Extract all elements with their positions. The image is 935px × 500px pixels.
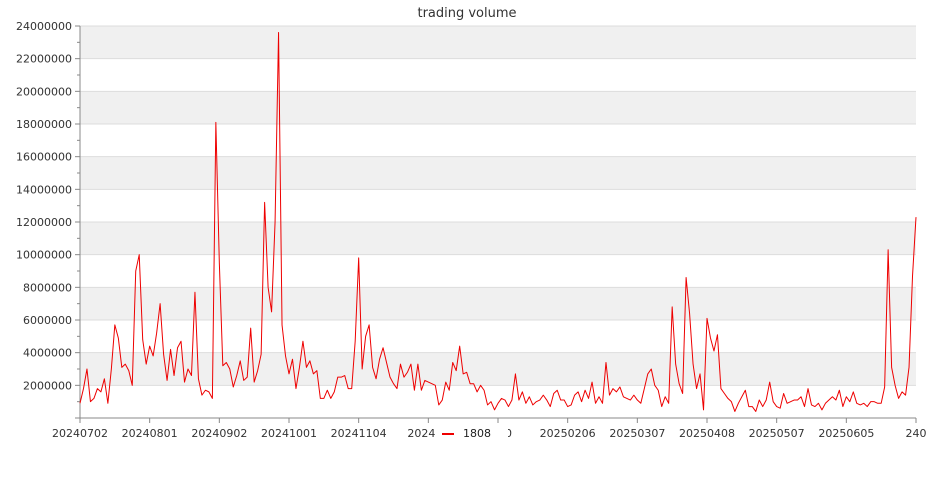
y-axis-ticks: 2000000 4000000 6000000 8000000 10000000 1200… bbox=[16, 20, 80, 419]
background-band bbox=[80, 352, 916, 386]
x-tick-label: 20250605 bbox=[818, 427, 874, 440]
y-tick-label: 20000000 bbox=[16, 85, 72, 98]
x-tick-label: 20240702 bbox=[52, 427, 108, 440]
series-layer bbox=[79, 32, 917, 412]
x-tick-label: 20241104 bbox=[331, 427, 387, 440]
legend-box bbox=[436, 424, 508, 441]
background-band bbox=[80, 385, 916, 418]
background-band bbox=[80, 189, 916, 222]
gridlines bbox=[80, 25, 916, 386]
y-tick-label: 18000000 bbox=[16, 118, 72, 131]
background-band bbox=[80, 91, 916, 124]
y-tick-label: 14000000 bbox=[16, 183, 72, 196]
y-tick-label: 2000000 bbox=[23, 379, 72, 392]
background-band bbox=[80, 58, 916, 92]
x-tick-label: 20250507 bbox=[749, 427, 805, 440]
chart-title: trading volume bbox=[417, 6, 516, 21]
x-tick-label: 20250307 bbox=[609, 427, 665, 440]
y-tick-label: 16000000 bbox=[16, 151, 72, 164]
y-tick-label: 4000000 bbox=[23, 347, 72, 360]
x-tick-label: 20241001 bbox=[261, 427, 317, 440]
y-tick-label: 6000000 bbox=[23, 314, 72, 327]
x-axis-ticks: 20240702 20240801 20240902 20241001 20241104… bbox=[52, 418, 927, 440]
background-band bbox=[80, 26, 916, 59]
x-tick-label: 20250408 bbox=[679, 427, 735, 440]
x-tick-label: 240 bbox=[906, 427, 927, 440]
background-band bbox=[80, 287, 916, 320]
y-tick-label: 12000000 bbox=[16, 216, 72, 229]
legend-label: 1808 bbox=[463, 427, 491, 440]
background-band bbox=[80, 320, 916, 353]
x-tick-label: 20240902 bbox=[191, 427, 247, 440]
background-band bbox=[80, 124, 916, 157]
background-band bbox=[80, 222, 916, 255]
legend: 1808 bbox=[436, 424, 508, 441]
background-band bbox=[80, 254, 916, 288]
y-tick-label: 24000000 bbox=[16, 20, 72, 33]
x-tick-label: 20240801 bbox=[122, 427, 178, 440]
series-line bbox=[79, 32, 917, 412]
y-tick-label: 8000000 bbox=[23, 281, 72, 294]
x-tick-label: 20250206 bbox=[540, 427, 596, 440]
y-tick-label: 10000000 bbox=[16, 249, 72, 262]
y-tick-label: 22000000 bbox=[16, 53, 72, 66]
background-band bbox=[80, 156, 916, 190]
